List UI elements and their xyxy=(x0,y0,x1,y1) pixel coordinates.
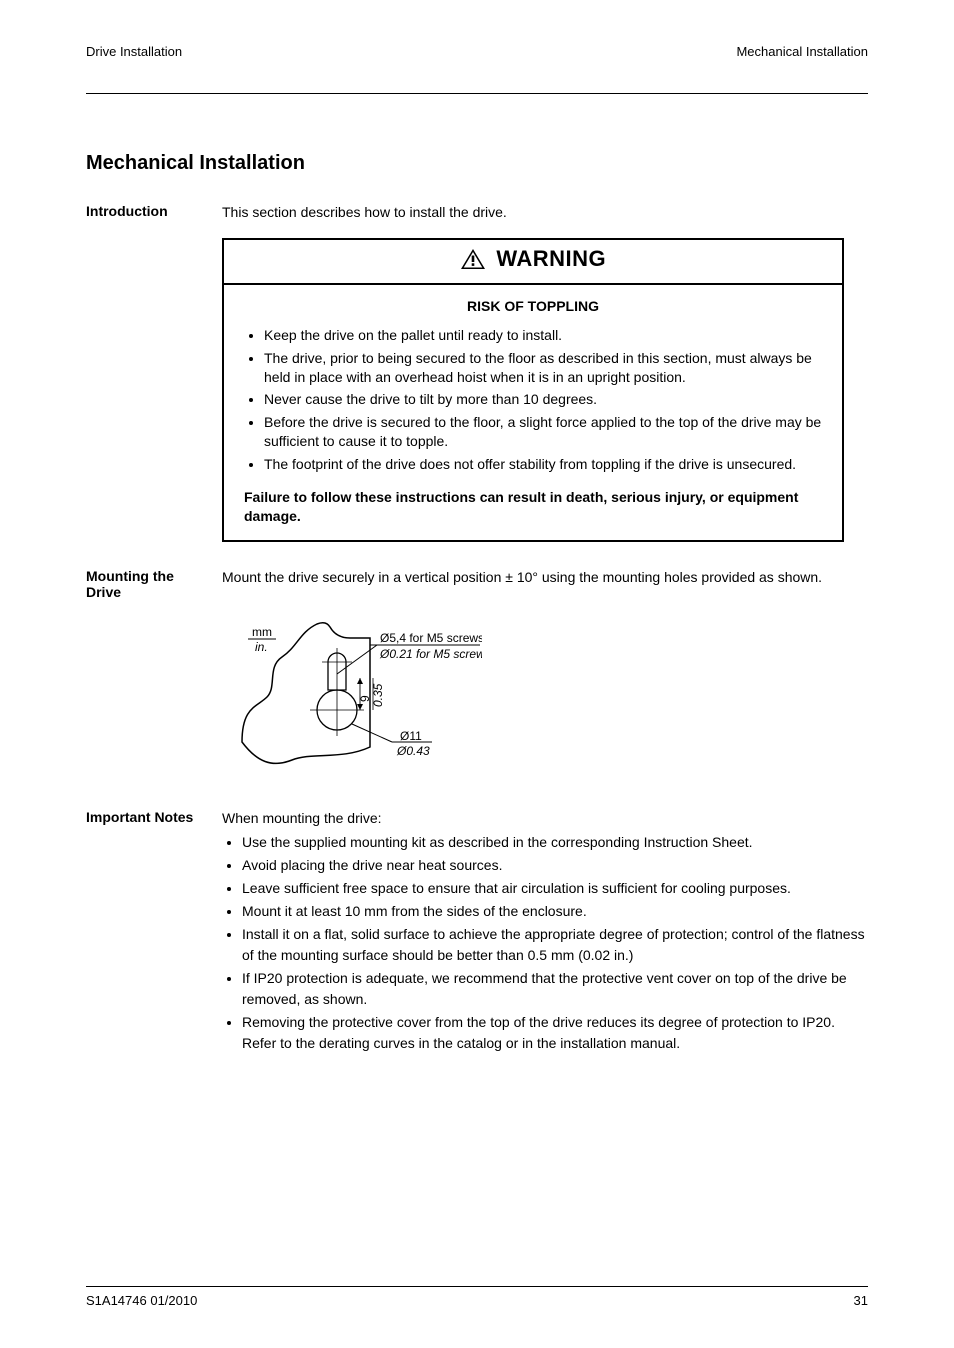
dim-0-35: 0.35 xyxy=(371,683,385,707)
list-item: If IP20 protection is adequate, we recom… xyxy=(242,968,868,1010)
hole-label-in: Ø0.21 for M5 screws xyxy=(379,647,482,661)
list-item: Keep the drive on the pallet until ready… xyxy=(264,326,822,345)
list-item: The drive, prior to being secured to the… xyxy=(264,349,822,387)
list-item: Mount it at least 10 mm from the sides o… xyxy=(242,901,868,922)
header-right: Mechanical Installation xyxy=(736,44,868,59)
list-item: The footprint of the drive does not offe… xyxy=(264,455,822,474)
warning-label: WARNING xyxy=(496,246,606,271)
list-item: Use the supplied mounting kit as describ… xyxy=(242,832,868,853)
warning-box: WARNING RISK OF TOPPLING Keep the drive … xyxy=(222,238,844,542)
unit-mm: mm xyxy=(252,625,272,639)
mounting-text: Mount the drive securely in a vertical p… xyxy=(222,568,822,587)
list-item: Leave sufficient free space to ensure th… xyxy=(242,878,868,899)
section-title: Mechanical Installation xyxy=(86,152,868,175)
header-rule xyxy=(86,93,868,94)
intro-label: Introduction xyxy=(86,203,222,219)
dim-9: 9 xyxy=(358,695,372,702)
list-item: Never cause the drive to tilt by more th… xyxy=(264,390,822,409)
warning-footer: Failure to follow these instructions can… xyxy=(244,488,822,526)
unit-in: in. xyxy=(255,640,268,654)
footer-left: S1A14746 01/2010 xyxy=(86,1293,197,1308)
mounting-diagram: mm in. Ø5,4 for M5 screws Ø0.21 for M5 s… xyxy=(222,612,482,787)
mounting-label: Mounting the Drive xyxy=(86,568,222,600)
header-left: Drive Installation xyxy=(86,44,182,59)
notes-label: Important Notes xyxy=(86,809,222,825)
hole-label-mm: Ø5,4 for M5 screws xyxy=(380,631,482,645)
intro-text: This section describes how to install th… xyxy=(222,203,507,222)
list-item: Install it on a flat, solid surface to a… xyxy=(242,924,868,966)
dia-mm: Ø11 xyxy=(400,729,422,743)
warning-list: Keep the drive on the pallet until ready… xyxy=(244,326,822,474)
notes-intro: When mounting the drive: xyxy=(222,809,868,828)
notes-list: Use the supplied mounting kit as describ… xyxy=(222,832,868,1054)
warning-header: WARNING xyxy=(224,240,842,285)
footer-page-number: 31 xyxy=(854,1293,868,1308)
list-item: Avoid placing the drive near heat source… xyxy=(242,855,868,876)
warning-title: RISK OF TOPPLING xyxy=(244,297,822,316)
warning-icon xyxy=(460,248,486,275)
page-footer: S1A14746 01/2010 31 xyxy=(86,1286,868,1308)
list-item: Before the drive is secured to the floor… xyxy=(264,413,822,451)
dia-in: Ø0.43 xyxy=(396,744,430,758)
list-item: Removing the protective cover from the t… xyxy=(242,1012,868,1054)
